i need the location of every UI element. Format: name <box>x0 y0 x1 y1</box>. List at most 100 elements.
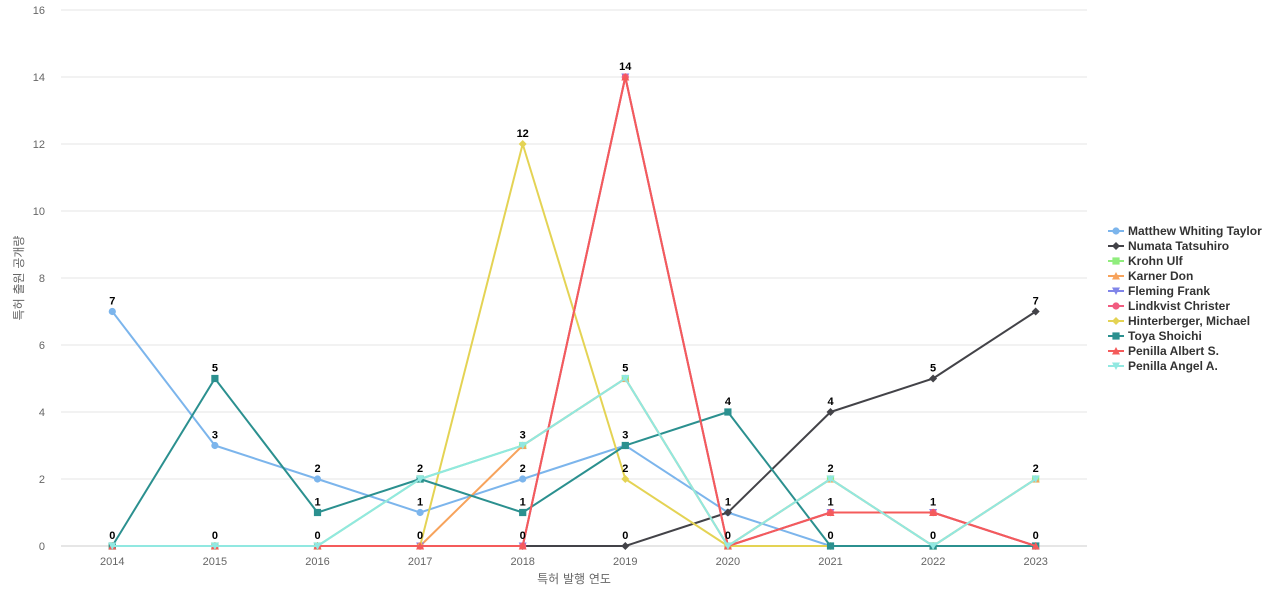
x-tick-label: 2021 <box>818 556 842 568</box>
legend-label: Krohn Ulf <box>1128 254 1184 268</box>
data-point <box>313 508 322 517</box>
data-point <box>210 542 219 550</box>
data-point <box>519 508 527 517</box>
y-axis-title: 특허 출원 공개량 <box>12 236 26 321</box>
data-label: 4 <box>725 396 732 408</box>
x-axis: 2014 2015 2016 2017 2018 2019 2020 2021 2022 2023 <box>100 556 1048 568</box>
data-point <box>929 374 938 383</box>
data-label: 4 <box>827 396 834 408</box>
data-point <box>416 508 424 517</box>
data-label: 3 <box>520 430 526 442</box>
legend-marker <box>1112 257 1120 265</box>
legend-marker <box>1112 317 1120 325</box>
data-label: 2 <box>1033 463 1039 475</box>
data-label: 0 <box>622 530 628 542</box>
legend-item[interactable]: Numata Tatsuhiro <box>1108 239 1229 253</box>
data-point <box>518 140 527 148</box>
data-point <box>211 441 219 450</box>
data-point <box>1031 307 1040 316</box>
data-label: 14 <box>619 61 632 73</box>
data-label: 1 <box>930 497 936 509</box>
data-label: 0 <box>520 530 526 542</box>
legend-label: Lindkvist Christer <box>1128 299 1230 313</box>
data-label: 1 <box>725 497 731 509</box>
legend-item[interactable]: Fleming Frank <box>1108 284 1210 298</box>
data-label: 0 <box>212 530 218 542</box>
x-tick-label: 2014 <box>100 556 124 568</box>
data-point <box>1031 475 1040 483</box>
x-axis-title: 특허 발행 연도 <box>537 571 611 586</box>
legend-marker <box>1112 287 1120 295</box>
legend-marker <box>1112 242 1120 250</box>
y-tick-label: 10 <box>33 206 45 218</box>
data-point <box>621 441 629 450</box>
data-point <box>518 442 527 450</box>
data-label: 2 <box>314 463 320 475</box>
data-label: 5 <box>930 363 936 375</box>
data-point <box>108 307 116 316</box>
legend-item[interactable]: Hinterberger, Michael <box>1108 314 1250 328</box>
legend-item[interactable]: Karner Don <box>1108 269 1193 283</box>
data-point <box>929 508 938 516</box>
data-point <box>621 542 630 550</box>
legend-label: Karner Don <box>1128 269 1193 283</box>
x-tick-label: 2019 <box>613 556 637 568</box>
legend-item[interactable]: Matthew Whiting Taylor <box>1108 224 1262 238</box>
data-label: 3 <box>212 430 218 442</box>
data-point <box>826 408 835 416</box>
legend-label: Penilla Angel A. <box>1128 359 1218 373</box>
legend-item[interactable]: Penilla Angel A. <box>1108 359 1218 373</box>
data-point <box>929 542 938 550</box>
data-label: 1 <box>417 497 423 509</box>
data-point <box>416 542 425 550</box>
grid-lines <box>61 9 1087 547</box>
y-axis: 0 2 4 6 8 10 12 14 16 <box>33 5 45 553</box>
x-tick-label: 2016 <box>305 556 329 568</box>
data-label: 1 <box>520 497 526 509</box>
data-point <box>313 542 322 550</box>
series-line <box>111 377 1036 547</box>
data-point <box>723 508 732 517</box>
data-point <box>621 475 630 483</box>
series-line <box>111 310 1036 547</box>
x-tick-label: 2018 <box>510 556 534 568</box>
data-point <box>313 475 322 483</box>
data-label: 2 <box>520 463 526 475</box>
series-penilla-angel-a <box>108 375 1040 550</box>
data-label: 1 <box>314 497 320 509</box>
legend-label: Matthew Whiting Taylor <box>1128 224 1262 238</box>
x-tick-label: 2022 <box>921 556 945 568</box>
y-tick-label: 6 <box>39 340 45 352</box>
data-label: 7 <box>1033 296 1039 308</box>
y-tick-label: 0 <box>39 541 45 553</box>
data-label: 7 <box>109 296 115 308</box>
y-tick-label: 8 <box>39 273 45 285</box>
legend-marker <box>1112 332 1120 340</box>
legend-item[interactable]: Penilla Albert S. <box>1108 344 1219 358</box>
x-tick-label: 2017 <box>408 556 432 568</box>
x-tick-label: 2020 <box>716 556 740 568</box>
series-line <box>112 76 1037 547</box>
data-point <box>211 374 219 383</box>
data-label: 0 <box>1033 530 1039 542</box>
y-tick-label: 14 <box>33 72 45 84</box>
data-point <box>519 475 527 483</box>
legend-marker <box>1112 302 1120 310</box>
legend-marker <box>1112 362 1120 370</box>
data-point <box>1031 542 1040 550</box>
legend-item[interactable]: Krohn Ulf <box>1108 254 1184 268</box>
data-label: 0 <box>314 530 320 542</box>
data-point <box>518 542 527 550</box>
data-point <box>826 508 835 516</box>
data-label: 2 <box>417 463 423 475</box>
legend-marker <box>1112 272 1120 280</box>
legend-item[interactable]: Toya Shoichi <box>1108 329 1202 343</box>
data-point <box>724 408 732 416</box>
legend-marker <box>1112 227 1120 235</box>
data-point <box>621 375 630 383</box>
legend-label: Numata Tatsuhiro <box>1128 239 1229 253</box>
legend-item[interactable]: Lindkvist Christer <box>1108 299 1230 313</box>
data-label: 2 <box>622 463 628 475</box>
